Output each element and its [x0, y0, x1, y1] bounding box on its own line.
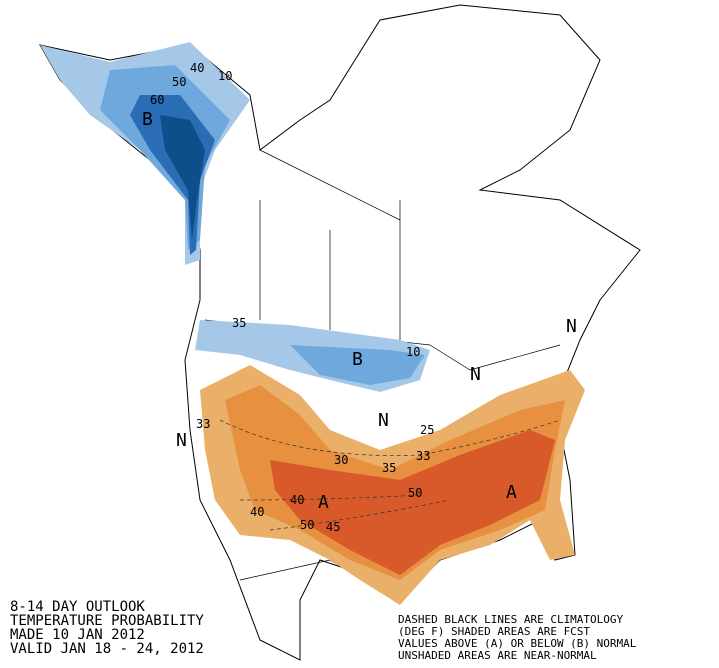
title-block: 8-14 DAY OUTLOOK TEMPERATURE PROBABILITY… — [10, 599, 204, 657]
category-label: N — [470, 364, 481, 385]
contour-label: 10 — [406, 345, 420, 359]
category-label: A — [506, 482, 517, 503]
legend-note: DASHED BLACK LINES ARE CLIMATOLOGY (DEG … — [398, 613, 637, 662]
note-line: (DEG F) SHADED AREAS ARE FCST — [398, 625, 590, 638]
contour-label: 30 — [334, 453, 348, 467]
contour-label: 50 — [408, 486, 422, 500]
note-line: DASHED BLACK LINES ARE CLIMATOLOGY — [398, 613, 624, 626]
contour-label: 50 — [300, 518, 314, 532]
category-label: A — [318, 492, 329, 513]
above-normal-areas — [200, 365, 585, 605]
note-line: UNSHADED AREAS ARE NEAR-NORMAL — [398, 649, 597, 662]
category-label: N — [566, 316, 577, 337]
contour-label: 40 — [290, 493, 304, 507]
contour-label: 60 — [150, 93, 164, 107]
category-label: N — [378, 410, 389, 431]
category-label: N — [176, 430, 187, 451]
contour-label: 35 — [232, 316, 246, 330]
title-line: MADE 10 JAN 2012 — [10, 627, 145, 643]
contour-label: 33 — [416, 449, 430, 463]
map-labels: 40 10 50 60 B 35 B 10 N N 33 N 33 35 30 … — [142, 61, 577, 534]
contour-label: 33 — [196, 417, 210, 431]
note-line: VALUES ABOVE (A) OR BELOW (B) NORMAL — [398, 637, 637, 650]
contour-label: 40 — [250, 505, 264, 519]
below-normal-areas — [40, 42, 430, 392]
title-line: 8-14 DAY OUTLOOK — [10, 599, 145, 615]
contour-label: 10 — [218, 69, 232, 83]
contour-label: 50 — [172, 75, 186, 89]
contour-label: 35 — [382, 461, 396, 475]
contour-label: 25 — [420, 423, 434, 437]
contour-label: 40 — [190, 61, 204, 75]
title-line: TEMPERATURE PROBABILITY — [10, 613, 204, 629]
category-label: B — [352, 349, 363, 370]
category-label: B — [142, 109, 153, 130]
contour-label: 45 — [326, 520, 340, 534]
title-line: VALID JAN 18 - 24, 2012 — [10, 641, 204, 657]
